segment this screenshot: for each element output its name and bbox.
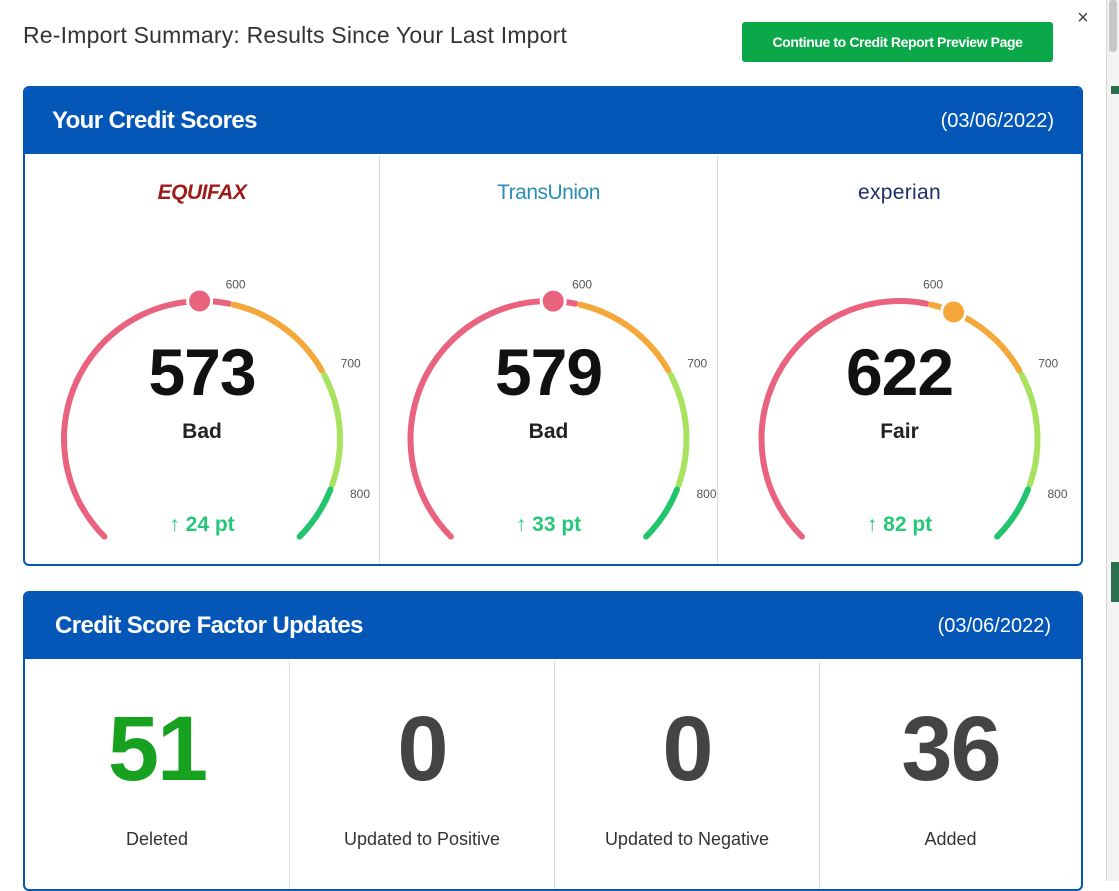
score-rating: Bad — [182, 420, 222, 443]
background-page-edge — [1106, 0, 1119, 881]
gauge-segment — [577, 301, 672, 374]
gauge-segment — [994, 486, 1031, 540]
factor-stat-value: 0 — [397, 698, 448, 800]
credit-scores-title: Your Credit Scores — [52, 107, 257, 134]
gauge-segment — [60, 298, 232, 540]
credit-scores-panel: Your Credit Scores (03/06/2022) EQUIFAX … — [23, 86, 1083, 566]
factor-stats-row: 51 Deleted 0 Updated to Positive 0 Updat… — [25, 661, 1081, 889]
transunion-logo: TransUnion — [497, 181, 600, 204]
modal-title: Re-Import Summary: Results Since Your La… — [23, 22, 568, 48]
factor-updates-panel: Credit Score Factor Updates (03/06/2022)… — [23, 591, 1083, 891]
factor-updates-date: (03/06/2022) — [937, 615, 1051, 637]
gauge-segment — [321, 371, 343, 488]
bureau-card-transunion: TransUnion 600 700 800 579 Bad ↑ 33 pt — [380, 156, 717, 564]
gauge-tick-label: 700 — [341, 356, 361, 370]
score-gauge: 600 700 800 — [758, 278, 1068, 540]
background-page-mark — [1111, 562, 1119, 602]
factor-stat-value: 36 — [901, 698, 1001, 800]
score-rating: Bad — [528, 420, 569, 443]
gauge-tick-label: 800 — [697, 487, 717, 501]
bureau-card-experian: experian 600 700 800 622 Fair ↑ 82 pt — [718, 156, 1081, 564]
background-page-mark — [1111, 86, 1119, 94]
gauge-tick-label: 800 — [1048, 487, 1068, 501]
gauge-tick-label: 800 — [350, 487, 370, 501]
gauge-score-marker — [940, 298, 968, 326]
factor-stat-deleted: 51 Deleted — [25, 661, 289, 889]
score-rating: Fair — [880, 420, 919, 443]
score-gauge: 600 700 800 — [407, 278, 717, 540]
up-arrow-icon: ↑ — [515, 513, 527, 536]
factor-stat-updated-negative: 0 Updated to Negative — [555, 661, 819, 889]
gauge-segment — [1018, 371, 1041, 488]
factor-stat-label: Added — [924, 829, 977, 849]
factor-updates-header: Credit Score Factor Updates (03/06/2022) — [25, 593, 1081, 659]
factor-stat-label: Updated to Negative — [604, 829, 770, 849]
gauge-segment — [296, 486, 334, 540]
factor-stat-updated-positive: 0 Updated to Positive — [290, 661, 554, 889]
score-change: ↑ 33 pt — [380, 513, 717, 537]
up-arrow-icon: ↑ — [169, 513, 180, 536]
experian-logo: experian — [858, 181, 941, 204]
score-change-value: 82 pt — [883, 513, 933, 536]
column-divider — [379, 156, 380, 564]
column-divider — [554, 661, 555, 889]
gauge-segment — [407, 298, 579, 540]
equifax-logo: EQUIFAX — [157, 181, 247, 204]
gauge-tick-label: 700 — [687, 356, 707, 370]
gauge-segment — [758, 298, 930, 540]
gauge-tick-label: 600 — [572, 278, 592, 292]
score-change: ↑ 24 pt — [25, 513, 379, 537]
gauge-score-marker — [539, 287, 567, 315]
credit-scores-header: Your Credit Scores (03/06/2022) — [25, 88, 1081, 154]
factor-updates-title: Credit Score Factor Updates — [55, 612, 363, 639]
factor-stat-value: 0 — [662, 698, 713, 800]
bureau-score-row: EQUIFAX 600 700 800 573 Bad ↑ 24 pt TransU… — [25, 156, 1081, 564]
factor-stat-added: 36 Added — [820, 661, 1081, 889]
column-divider — [289, 661, 290, 889]
gauge-segment — [667, 371, 690, 488]
score-change: ↑ 82 pt — [718, 513, 1081, 537]
factor-stat-value: 51 — [107, 698, 208, 800]
score-value: 622 — [845, 335, 954, 409]
close-icon[interactable]: × — [1077, 7, 1089, 29]
background-scrollbar[interactable] — [1109, 0, 1117, 52]
score-value: 579 — [494, 335, 603, 409]
score-change-value: 33 pt — [532, 513, 582, 536]
gauge-tick-label: 600 — [226, 278, 246, 292]
score-value: 573 — [148, 335, 256, 409]
factor-stat-label: Deleted — [125, 829, 189, 849]
gauge-tick-label: 600 — [923, 278, 943, 292]
score-gauge: 600 700 800 — [60, 278, 370, 540]
gauge-score-marker — [186, 287, 214, 315]
bureau-card-equifax: EQUIFAX 600 700 800 573 Bad ↑ 24 pt — [25, 156, 379, 564]
gauge-tick-label: 700 — [1038, 356, 1058, 370]
up-arrow-icon: ↑ — [866, 513, 878, 536]
gauge-segment — [643, 486, 680, 540]
credit-scores-date: (03/06/2022) — [940, 110, 1054, 132]
column-divider — [717, 156, 718, 564]
score-change-value: 24 pt — [185, 513, 235, 536]
gauge-segment — [230, 301, 325, 374]
factor-stat-label: Updated to Positive — [343, 829, 501, 849]
continue-button[interactable]: Continue to Credit Report Preview Page — [742, 22, 1053, 62]
column-divider — [819, 661, 820, 889]
